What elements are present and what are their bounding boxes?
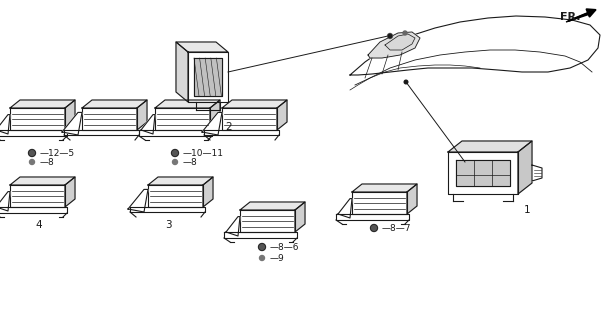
Polygon shape (204, 130, 279, 135)
Polygon shape (82, 100, 147, 108)
Polygon shape (203, 177, 213, 207)
Polygon shape (0, 115, 10, 134)
Polygon shape (148, 185, 203, 207)
Polygon shape (352, 184, 417, 192)
Polygon shape (0, 192, 10, 211)
Polygon shape (338, 199, 352, 218)
Circle shape (173, 159, 178, 164)
Polygon shape (350, 16, 600, 75)
Circle shape (403, 31, 407, 35)
Text: —8—7: —8—7 (382, 224, 411, 233)
Polygon shape (141, 115, 155, 134)
Text: 1: 1 (524, 205, 531, 215)
Polygon shape (336, 214, 409, 220)
Circle shape (30, 159, 34, 164)
Polygon shape (128, 189, 148, 212)
Polygon shape (448, 141, 532, 152)
Polygon shape (176, 42, 188, 102)
Polygon shape (448, 152, 518, 194)
Polygon shape (240, 202, 305, 210)
Polygon shape (155, 108, 210, 130)
Polygon shape (155, 100, 220, 108)
Text: —8: —8 (40, 158, 55, 167)
Polygon shape (224, 232, 297, 238)
Polygon shape (64, 130, 139, 135)
Polygon shape (222, 108, 277, 130)
Polygon shape (295, 202, 305, 232)
Polygon shape (518, 141, 532, 194)
Polygon shape (176, 42, 228, 52)
Text: FR.: FR. (560, 12, 580, 22)
Text: 3: 3 (165, 220, 172, 230)
Polygon shape (65, 177, 75, 207)
Circle shape (172, 149, 179, 156)
Polygon shape (130, 207, 205, 212)
Text: —8—6: —8—6 (270, 243, 300, 252)
Polygon shape (532, 165, 542, 181)
Circle shape (388, 34, 393, 38)
Circle shape (370, 225, 378, 231)
Polygon shape (222, 100, 287, 108)
Polygon shape (82, 108, 137, 130)
Text: 2: 2 (225, 122, 231, 132)
Polygon shape (407, 184, 417, 214)
Circle shape (404, 80, 408, 84)
Text: —9: —9 (270, 254, 284, 263)
Polygon shape (0, 130, 67, 136)
Polygon shape (456, 160, 510, 186)
Circle shape (259, 244, 266, 251)
Polygon shape (148, 177, 213, 185)
Polygon shape (368, 32, 420, 58)
Polygon shape (226, 217, 240, 236)
Circle shape (28, 149, 36, 156)
Polygon shape (139, 130, 212, 136)
Polygon shape (10, 100, 75, 108)
Text: —8: —8 (183, 158, 198, 167)
Text: —10—11: —10—11 (183, 149, 224, 158)
Circle shape (388, 34, 392, 38)
Polygon shape (65, 100, 75, 130)
Polygon shape (210, 100, 220, 130)
Polygon shape (566, 10, 595, 22)
Polygon shape (352, 192, 407, 214)
Polygon shape (10, 108, 65, 130)
Polygon shape (240, 210, 295, 232)
Polygon shape (188, 52, 228, 102)
Text: 4: 4 (35, 220, 42, 230)
Polygon shape (277, 100, 287, 130)
Polygon shape (62, 112, 82, 135)
Polygon shape (10, 185, 65, 207)
Circle shape (260, 255, 265, 260)
Polygon shape (0, 207, 67, 213)
Polygon shape (137, 100, 147, 130)
Polygon shape (202, 112, 222, 135)
Polygon shape (385, 34, 415, 50)
Text: —12—5: —12—5 (40, 149, 75, 158)
Polygon shape (10, 177, 75, 185)
Polygon shape (194, 58, 222, 96)
